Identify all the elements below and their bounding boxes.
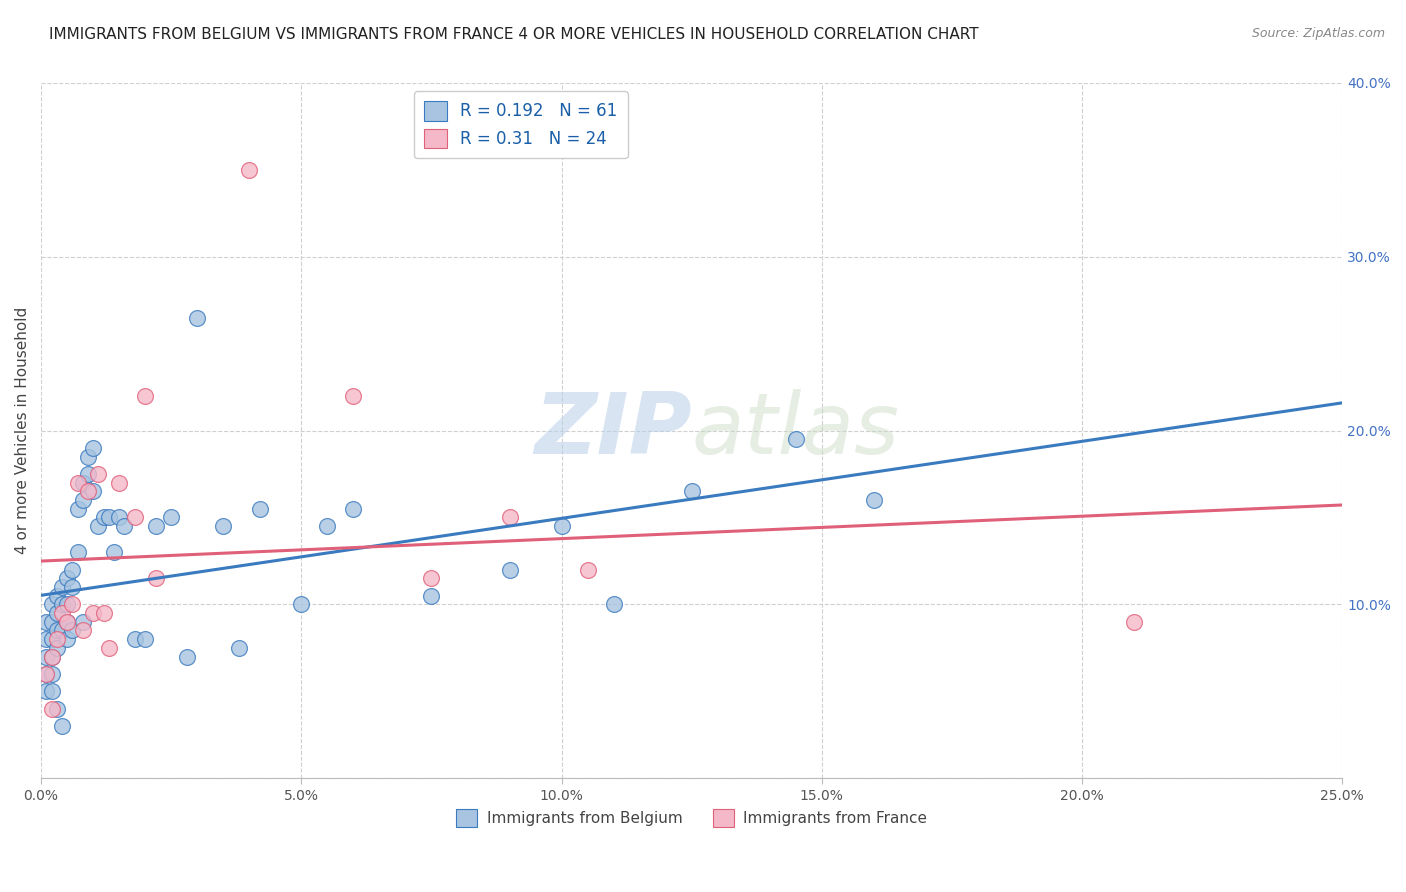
Point — [420, 571, 443, 585]
Point — [72, 624, 94, 638]
Point — [41, 598, 63, 612]
Point — [316, 519, 339, 533]
Point — [41, 702, 63, 716]
Point — [124, 632, 146, 647]
Point — [77, 467, 100, 481]
Point — [41, 615, 63, 629]
Point — [60, 624, 83, 638]
Point — [108, 475, 131, 490]
Point — [66, 475, 89, 490]
Point — [681, 484, 703, 499]
Point — [290, 598, 312, 612]
Point — [45, 632, 67, 647]
Point — [498, 510, 520, 524]
Point — [72, 615, 94, 629]
Point — [134, 389, 156, 403]
Point — [249, 501, 271, 516]
Point — [145, 571, 167, 585]
Point — [212, 519, 235, 533]
Point — [103, 545, 125, 559]
Point — [97, 640, 120, 655]
Point — [45, 702, 67, 716]
Point — [41, 667, 63, 681]
Point — [550, 519, 572, 533]
Text: Source: ZipAtlas.com: Source: ZipAtlas.com — [1251, 27, 1385, 40]
Point — [82, 484, 104, 499]
Point — [134, 632, 156, 647]
Point — [145, 519, 167, 533]
Text: IMMIGRANTS FROM BELGIUM VS IMMIGRANTS FROM FRANCE 4 OR MORE VEHICLES IN HOUSEHOL: IMMIGRANTS FROM BELGIUM VS IMMIGRANTS FR… — [49, 27, 979, 42]
Text: atlas: atlas — [692, 389, 900, 472]
Point — [93, 606, 115, 620]
Point — [51, 580, 73, 594]
Point — [160, 510, 183, 524]
Point — [72, 493, 94, 508]
Point — [56, 571, 79, 585]
Point — [602, 598, 624, 612]
Point — [785, 432, 807, 446]
Point — [60, 580, 83, 594]
Point — [238, 162, 260, 177]
Point — [72, 475, 94, 490]
Point — [420, 589, 443, 603]
Point — [51, 606, 73, 620]
Point — [342, 389, 364, 403]
Point — [342, 501, 364, 516]
Point — [35, 684, 58, 698]
Point — [35, 632, 58, 647]
Point — [1123, 615, 1146, 629]
Point — [93, 510, 115, 524]
Point — [35, 649, 58, 664]
Point — [56, 615, 79, 629]
Point — [45, 624, 67, 638]
Point — [863, 493, 886, 508]
Point — [51, 624, 73, 638]
Point — [45, 640, 67, 655]
Point — [186, 310, 208, 325]
Point — [41, 649, 63, 664]
Point — [45, 606, 67, 620]
Point — [108, 510, 131, 524]
Point — [56, 615, 79, 629]
Point — [498, 563, 520, 577]
Point — [97, 510, 120, 524]
Point — [56, 598, 79, 612]
Point — [51, 719, 73, 733]
Point — [176, 649, 198, 664]
Point — [77, 484, 100, 499]
Point — [228, 640, 250, 655]
Point — [45, 589, 67, 603]
Point — [56, 632, 79, 647]
Point — [87, 467, 110, 481]
Point — [41, 649, 63, 664]
Point — [576, 563, 599, 577]
Point — [35, 615, 58, 629]
Point — [82, 606, 104, 620]
Point — [60, 563, 83, 577]
Point — [41, 684, 63, 698]
Point — [60, 598, 83, 612]
Text: ZIP: ZIP — [534, 389, 692, 472]
Point — [41, 632, 63, 647]
Point — [82, 441, 104, 455]
Point — [66, 501, 89, 516]
Legend: Immigrants from Belgium, Immigrants from France: Immigrants from Belgium, Immigrants from… — [450, 804, 934, 833]
Point — [35, 667, 58, 681]
Point — [77, 450, 100, 464]
Y-axis label: 4 or more Vehicles in Household: 4 or more Vehicles in Household — [15, 307, 30, 554]
Point — [35, 667, 58, 681]
Point — [124, 510, 146, 524]
Point — [66, 545, 89, 559]
Point — [51, 598, 73, 612]
Point — [112, 519, 135, 533]
Point — [87, 519, 110, 533]
